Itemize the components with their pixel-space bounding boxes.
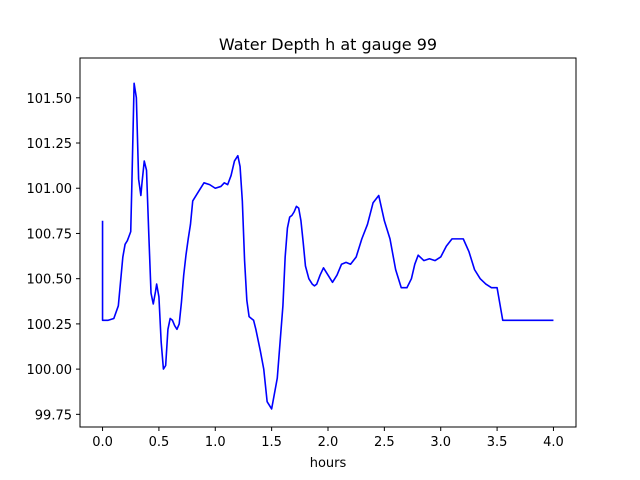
y-tick-label: 100.50 [27, 273, 73, 288]
x-tick-label: 4.0 [543, 435, 564, 450]
x-tick-label: 3.0 [430, 435, 451, 450]
x-axis: 0.0 0.5 1.0 1.5 2.0 2.5 3.0 3.5 4.0 [92, 427, 564, 450]
y-tick-label: 101.25 [27, 137, 73, 152]
x-tick-label: 2.0 [318, 435, 339, 450]
y-tick-label: 101.50 [27, 92, 73, 107]
x-tick-label: 0.0 [92, 435, 113, 450]
series-line-0 [101, 82, 554, 410]
x-tick-label: 3.5 [487, 435, 508, 450]
y-axis: 99.75 100.00 100.25 100.50 100.75 101.00 101.2… [27, 92, 80, 423]
x-tick-label: 0.5 [149, 435, 170, 450]
y-tick-label: 101.00 [27, 182, 73, 197]
x-tick-label: 2.5 [374, 435, 395, 450]
chart-title: Water Depth h at gauge 99 [219, 35, 437, 54]
y-tick-label: 99.75 [35, 408, 72, 423]
x-tick-label: 1.5 [261, 435, 282, 450]
y-tick-label: 100.75 [27, 227, 73, 242]
y-tick-label: 100.00 [27, 363, 73, 378]
x-axis-label: hours [310, 456, 347, 471]
y-tick-label: 100.25 [27, 318, 73, 333]
plot-area [101, 82, 554, 410]
x-tick-label: 1.0 [205, 435, 226, 450]
